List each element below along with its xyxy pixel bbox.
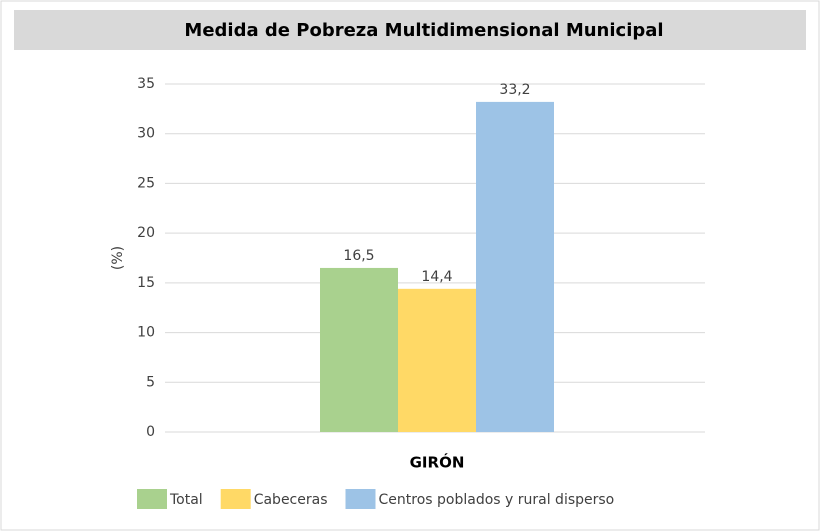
legend-swatch (137, 489, 167, 509)
y-tick-label: 20 (137, 225, 155, 241)
legend-swatch (220, 489, 251, 509)
bar (398, 288, 476, 432)
data-label: 14,4 (421, 269, 452, 285)
y-axis-label: (%) (110, 246, 126, 270)
legend-swatch (345, 489, 376, 509)
y-tick-label: 10 (137, 325, 155, 341)
legend-label: Centros poblados y rural disperso (379, 492, 615, 508)
bar (320, 267, 398, 432)
y-tick-label: 15 (137, 275, 155, 291)
data-label: 33,2 (499, 82, 530, 98)
chart-title: Medida de Pobreza Multidimensional Munic… (184, 20, 663, 41)
x-tick-label: GIRÓN (410, 453, 465, 472)
title-band (14, 10, 806, 50)
y-tick-label: 35 (137, 76, 155, 92)
bar (476, 101, 554, 432)
y-tick-label: 5 (146, 374, 155, 390)
legend-label: Cabeceras (254, 492, 328, 508)
data-label: 16,5 (343, 248, 374, 264)
y-tick-label: 25 (137, 175, 155, 191)
y-tick-label: 30 (137, 126, 155, 142)
y-tick-label: 0 (146, 424, 155, 440)
legend-label: Total (169, 492, 203, 508)
